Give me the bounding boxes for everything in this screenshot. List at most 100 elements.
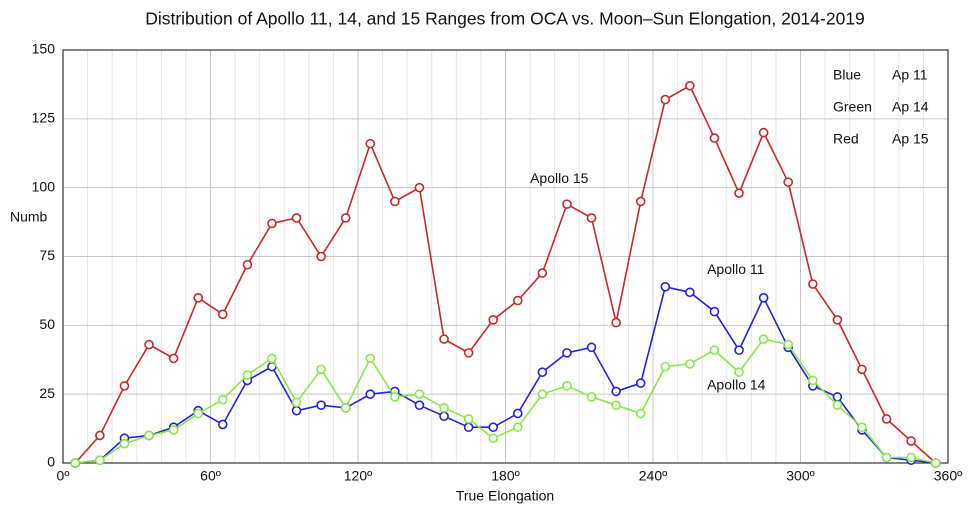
marker (439, 334, 449, 344)
marker (439, 403, 449, 413)
chart-title: Distribution of Apollo 11, 14, and 15 Ra… (145, 9, 865, 29)
marker (635, 196, 646, 207)
marker (316, 251, 326, 262)
marker (291, 397, 302, 408)
marker (439, 411, 449, 421)
marker (512, 295, 523, 306)
x-tick-label: 60º (200, 468, 221, 484)
marker (242, 259, 253, 270)
marker (881, 414, 892, 424)
y-tick-label: 25 (39, 385, 55, 401)
marker (857, 422, 867, 433)
marker (193, 408, 204, 419)
marker (365, 138, 376, 149)
marker (685, 359, 695, 369)
legend-color: Red (833, 131, 859, 147)
marker (168, 425, 179, 435)
marker (783, 177, 794, 187)
marker (365, 353, 376, 364)
marker (635, 378, 646, 388)
marker (611, 386, 621, 397)
marker (734, 188, 744, 198)
marker (267, 353, 277, 364)
marker (512, 422, 523, 433)
marker (758, 127, 769, 138)
marker (660, 94, 671, 105)
marker (119, 381, 130, 391)
marker (537, 268, 548, 278)
legend-color: Green (833, 99, 872, 115)
marker (414, 182, 425, 193)
marker (119, 438, 130, 449)
marker (95, 455, 105, 466)
marker (709, 306, 720, 317)
marker (267, 218, 277, 229)
marker (463, 414, 474, 424)
marker (95, 430, 105, 441)
marker (586, 392, 597, 402)
marker (144, 339, 154, 350)
marker (463, 348, 474, 358)
marker (217, 309, 228, 320)
legend-label: Ap 11 (892, 67, 928, 83)
marker (783, 339, 794, 350)
x-tick-label: 0º (57, 468, 70, 484)
marker (906, 436, 916, 446)
series-annotation: Apollo 11 (707, 261, 765, 277)
marker (562, 381, 572, 391)
y-tick-label: 75 (39, 247, 55, 263)
marker (611, 317, 621, 328)
x-tick-label: 360º (934, 468, 962, 484)
marker (635, 408, 646, 419)
marker (488, 315, 499, 325)
x-tick-label: 300º (786, 468, 814, 484)
marker (881, 452, 892, 463)
marker (709, 345, 720, 355)
marker (832, 315, 843, 325)
marker (414, 389, 425, 399)
marker (365, 389, 376, 399)
marker (316, 364, 326, 375)
series-annotation: Apollo 14 (707, 377, 766, 393)
marker (242, 370, 253, 380)
marker (217, 394, 228, 405)
legend-label: Ap 14 (892, 99, 929, 115)
marker (291, 405, 302, 416)
legend-label: Ap 15 (892, 131, 929, 147)
marker (217, 419, 228, 430)
marker (488, 422, 499, 433)
marker (832, 392, 843, 402)
y-tick-label: 150 (32, 41, 56, 57)
marker (316, 400, 326, 410)
marker (512, 408, 523, 419)
marker (758, 292, 769, 303)
x-tick-label: 240º (639, 468, 667, 484)
marker (414, 400, 425, 410)
marker (709, 133, 720, 143)
plot-frame (62, 49, 949, 464)
y-tick-label: 100 (32, 178, 56, 194)
marker (463, 422, 474, 433)
marker (832, 400, 843, 410)
y-axis-label: Numb (10, 209, 48, 225)
marker (906, 452, 916, 463)
marker (734, 367, 744, 377)
marker (168, 353, 179, 364)
y-tick-label: 0 (47, 454, 55, 470)
y-tick-label: 125 (32, 110, 56, 126)
marker (660, 281, 671, 292)
marker (488, 433, 499, 444)
x-tick-label: 180º (491, 468, 519, 484)
marker (70, 458, 81, 468)
marker (390, 392, 400, 402)
marker (291, 213, 302, 223)
marker (611, 400, 621, 410)
marker (586, 342, 597, 353)
marker (390, 196, 400, 207)
x-axis-label: True Elongation (456, 488, 554, 504)
x-tick-label: 120º (344, 468, 372, 484)
marker (586, 213, 597, 223)
marker (758, 334, 769, 344)
legend-color: Blue (833, 67, 861, 83)
